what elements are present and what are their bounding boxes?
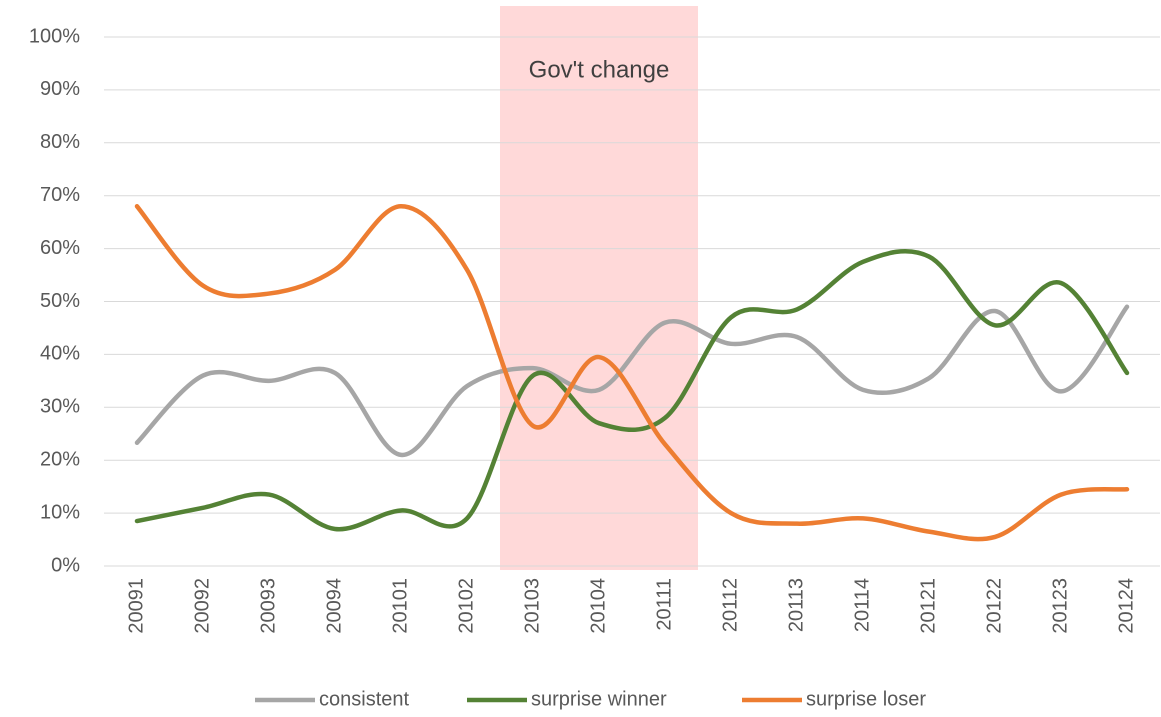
x-tick-label: 20091 [125,578,147,634]
y-tick-label: 100% [29,25,80,47]
series-line [134,204,1130,542]
series-line [134,248,1130,532]
y-tick-label: 70% [40,184,80,206]
x-tick-label: 20102 [455,578,477,634]
y-tick-label: 80% [40,131,80,153]
y-tick-label: 10% [40,501,80,523]
x-tick-label: 20124 [1115,578,1137,634]
legend-label: surprise winner [531,688,667,710]
x-tick-label: 20112 [719,578,741,632]
y-tick-label: 50% [40,290,80,312]
x-tick-label: 20114 [851,578,873,632]
x-tick-label: 20103 [521,578,543,634]
x-tick-label: 20123 [1049,578,1071,634]
y-tick-label: 40% [40,343,80,365]
x-tick-label: 20113 [785,578,807,632]
y-tick-label: 20% [40,448,80,470]
x-tick-label: 20092 [191,578,213,634]
shaded-region [500,6,698,570]
x-tick-label: 20111 [653,578,675,631]
legend-label: consistent [319,688,409,710]
y-tick-label: 30% [40,396,80,418]
x-tick-label: 20094 [323,578,345,634]
region-label: Gov't change [529,56,670,83]
x-tick-label: 20101 [389,578,411,634]
x-tick-label: 20093 [257,578,279,634]
legend-label: surprise loser [806,688,926,710]
y-tick-label: 90% [40,78,80,100]
x-tick-label: 20121 [917,578,939,634]
x-tick-label: 20122 [983,578,1005,634]
y-tick-label: 60% [40,237,80,259]
x-tick-label: 20104 [587,578,609,634]
y-tick-label: 0% [51,554,80,576]
